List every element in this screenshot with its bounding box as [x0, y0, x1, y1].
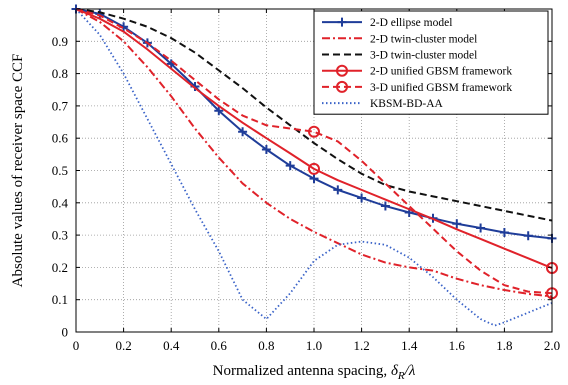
x-tick-label: 2.0 — [544, 338, 560, 353]
legend-label: 2-D unified GBSM framework — [370, 66, 512, 78]
series-2 — [75, 8, 553, 222]
y-tick-label: 0.7 — [52, 98, 69, 113]
series-1 — [75, 8, 553, 298]
y-tick-label: 0.2 — [52, 260, 68, 275]
x-tick-label: 0.2 — [115, 338, 131, 353]
legend-label: 2-D ellipse model — [370, 17, 452, 29]
data-point — [308, 125, 320, 138]
y-tick-label: 0.1 — [52, 292, 68, 307]
data-point — [452, 219, 462, 229]
x-axis-title-symbol: δ — [391, 363, 399, 379]
series-line — [75, 8, 553, 327]
data-point — [476, 223, 486, 233]
legend-label: 3-D unified GBSM framework — [370, 82, 512, 94]
x-tick-label: 0 — [73, 338, 80, 353]
legend-marker — [336, 64, 348, 77]
series-lines — [71, 4, 558, 327]
y-axis-title: Absolute values of receiver space CCF — [10, 54, 26, 288]
data-point — [285, 161, 295, 171]
legend-label: 3-D twin-cluster model — [370, 50, 477, 62]
x-tick-label: 1.8 — [496, 338, 512, 353]
data-point — [499, 228, 509, 238]
legend-label: KBSM-BD-AA — [370, 98, 444, 110]
data-point — [238, 127, 248, 137]
x-axis-title-text: Normalized antenna spacing, — [213, 363, 391, 379]
legend-label: 2-D twin-cluster model — [370, 33, 477, 45]
x-tick-label: 0.6 — [211, 338, 228, 353]
x-tick-label: 1.0 — [306, 338, 322, 353]
x-tick-label: 1.4 — [401, 338, 418, 353]
x-axis-title-sub: R — [397, 370, 405, 382]
data-point — [308, 162, 320, 175]
y-tick-label: 0.5 — [52, 163, 68, 178]
data-point — [380, 201, 390, 211]
legend-box — [313, 10, 549, 115]
y-tick-label: 0.9 — [52, 34, 68, 49]
x-tick-label: 0.4 — [163, 338, 180, 353]
series-line — [75, 8, 553, 269]
data-point — [333, 185, 343, 195]
legend: 2-D ellipse model 2-D twin-cluster model 3… — [313, 10, 549, 115]
axis-ticks: 0 0.2 0.4 0.6 0.8 1.0 1.2 1.4 1.6 1.8 2.0 0 0.1 0.2 0.… — [52, 9, 560, 353]
series-line — [75, 8, 553, 295]
series-line — [75, 8, 553, 298]
data-point — [261, 145, 271, 155]
data-point — [214, 106, 224, 116]
y-tick-label: 0.6 — [52, 131, 69, 146]
y-tick-label: 0 — [62, 325, 69, 340]
legend-marker — [336, 80, 348, 93]
series-line — [75, 8, 553, 222]
series-5 — [75, 8, 553, 327]
x-tick-label: 1.6 — [449, 338, 466, 353]
y-tick-label: 0.3 — [52, 228, 68, 243]
legend-marker — [337, 17, 347, 27]
x-axis-title: Normalized antenna spacing, δR/λ — [213, 363, 416, 382]
data-point — [357, 193, 367, 203]
data-point — [309, 174, 319, 184]
x-tick-label: 0.8 — [258, 338, 274, 353]
x-tick-label: 1.2 — [353, 338, 369, 353]
y-tick-label: 0.4 — [52, 195, 69, 210]
x-axis-title-tail: /λ — [404, 363, 416, 379]
data-point — [523, 231, 533, 241]
y-tick-label: 0.8 — [52, 66, 68, 81]
